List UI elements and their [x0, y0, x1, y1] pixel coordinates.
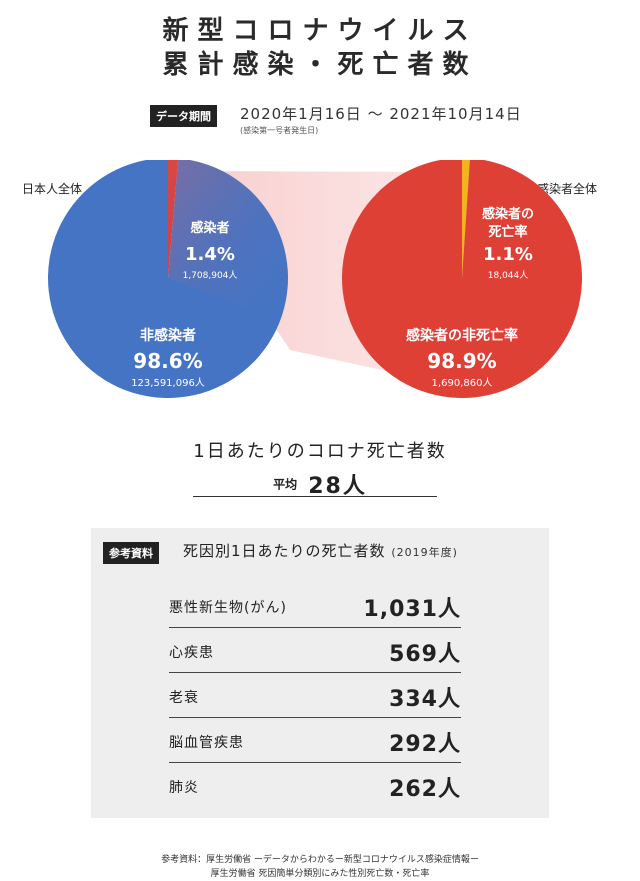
- title-line-1: 新型コロナウイルス: [162, 16, 478, 46]
- slice-non-deaths: [342, 160, 582, 398]
- cause-label: 心疾患: [169, 645, 214, 661]
- label-deaths-count: 18,044人: [488, 270, 529, 281]
- pie-left-highlight: [168, 160, 288, 320]
- cause-label: 老衰: [169, 690, 199, 706]
- label-infected-percent: 1.4%: [185, 244, 235, 265]
- label-not-infected-percent: 98.6%: [133, 349, 202, 373]
- divider-line: [193, 496, 437, 497]
- reference-title-text: 死因別1日あたりの死亡者数: [183, 542, 386, 560]
- label-deaths-line2: 死亡率: [488, 224, 527, 240]
- footer-line-1: 参考資料：厚生労働省 ーデータからわかるー新型コロナウイルス感染症情報ー: [161, 855, 479, 865]
- cause-label: 悪性新生物(がん): [169, 600, 287, 616]
- reference-box: 参考資料 死因別1日あたりの死亡者数 (2019年度) 悪性新生物(がん) 1,…: [91, 528, 549, 818]
- label-not-infected-count: 123,591,096人: [131, 377, 205, 389]
- period-note: (感染第一号者発生日): [240, 126, 319, 135]
- cause-value: 334人: [389, 687, 461, 712]
- label-non-deaths-percent: 98.9%: [427, 349, 496, 373]
- cause-value: 292人: [389, 732, 461, 757]
- reference-table: 悪性新生物(がん) 1,031人 心疾患 569人 老衰 334人 脳血管疾患 …: [169, 583, 461, 807]
- reference-year: (2019年度): [391, 546, 458, 559]
- daily-deaths-row: 平均 28人: [0, 468, 640, 500]
- pie-left: [48, 160, 288, 398]
- reference-label: 参考資料: [103, 542, 159, 564]
- daily-deaths-title: 1日あたりのコロナ死亡者数: [193, 441, 447, 462]
- label-infected-count: 1,708,904人: [183, 270, 238, 281]
- footer-line-2: 厚生労働省 死因簡単分類別にみた性別死亡数・死亡率: [210, 869, 430, 879]
- period-label: データ期間: [150, 105, 217, 127]
- table-row: 肺炎 262人: [169, 763, 461, 807]
- cause-label: 肺炎: [169, 780, 199, 796]
- label-non-deaths-count: 1,690,860人: [432, 377, 493, 389]
- slice-deaths: [462, 160, 470, 278]
- table-row: 心疾患 569人: [169, 628, 461, 673]
- daily-deaths-value: 28人: [308, 474, 367, 499]
- reference-title: 死因別1日あたりの死亡者数 (2019年度): [183, 540, 458, 561]
- period-range: 2020年1月16日 〜 2021年10月14日: [240, 105, 522, 123]
- table-row: 悪性新生物(がん) 1,031人: [169, 583, 461, 628]
- cause-value: 262人: [389, 777, 461, 802]
- daily-deaths-label: 平均: [273, 477, 298, 492]
- cause-value: 569人: [389, 642, 461, 667]
- label-non-deaths: 感染者の非死亡率: [406, 327, 518, 344]
- cause-value: 1,031人: [363, 597, 461, 622]
- pie-right-title: 感染者全体: [537, 182, 598, 196]
- label-not-infected: 非感染者: [140, 327, 196, 344]
- pie-left-title: 日本人全体: [22, 182, 83, 196]
- cause-label: 脳血管疾患: [169, 735, 244, 751]
- table-row: 脳血管疾患 292人: [169, 718, 461, 763]
- title-line-2: 累計感染・死亡者数: [162, 50, 478, 80]
- label-infected: 感染者: [190, 220, 229, 236]
- label-deaths-line1: 感染者の: [482, 206, 534, 222]
- label-deaths-percent: 1.1%: [483, 244, 533, 265]
- pie-right: [342, 160, 582, 398]
- table-row: 老衰 334人: [169, 673, 461, 718]
